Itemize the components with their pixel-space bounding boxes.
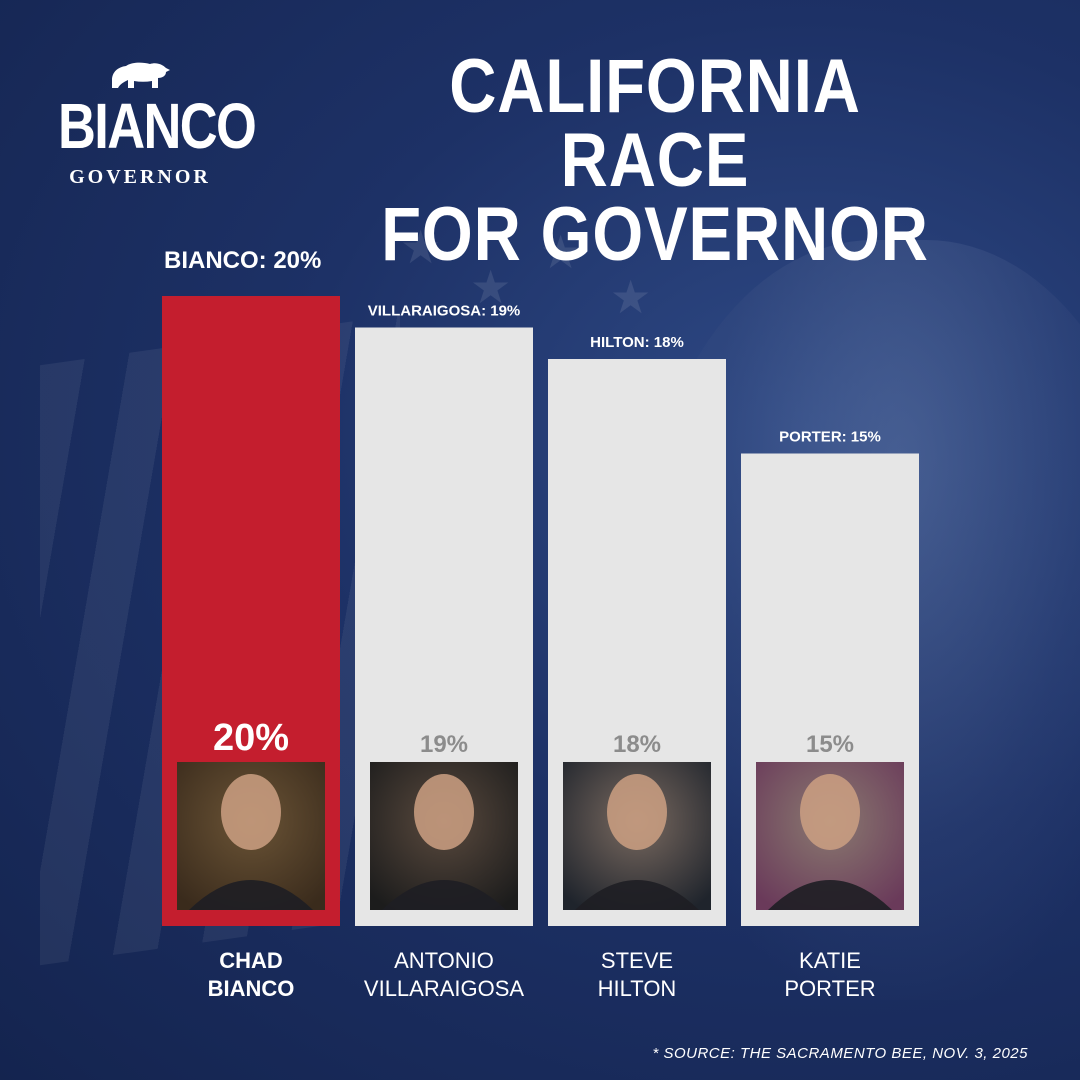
photo-shoulders [768,880,892,910]
bar-value-label: 15% [806,731,854,758]
star-icon: ★ [400,221,442,273]
source-note: * SOURCE: THE SACRAMENTO BEE, NOV. 3, 20… [652,1045,1028,1062]
bar-top-label: BIANCO: 20% [164,247,321,274]
bar-top-label: PORTER: 15% [779,429,881,446]
bar-top-label: VILLARAIGOSA: 19% [368,303,521,320]
star-icon: ★ [540,226,582,278]
bear-icon [112,62,170,88]
headline: CALIFORNIA RACE FOR GOVERNOR [330,44,980,277]
photo-shoulders [189,880,313,910]
photo-face [800,774,860,850]
photo-face [607,774,667,850]
star-icon: ★ [470,261,512,313]
star-icon: ★ [610,271,652,323]
candidate-name: CHAD BIANCO [208,948,295,1001]
candidate-name: ANTONIO VILLARAIGOSA [364,948,525,1001]
photo-shoulders [575,880,699,910]
photo-face [414,774,474,850]
bar-top-label: HILTON: 18% [590,334,684,351]
logo-subtitle: GOVERNOR [69,166,211,188]
candidate-name: KATIE PORTER [784,948,875,1001]
photo-shoulders [382,880,506,910]
headline-line-1: CALIFORNIA RACE [449,44,861,203]
photo-face [221,774,281,850]
headline-line-2: FOR GOVERNOR [381,192,929,277]
bar-value-label: 18% [613,731,661,758]
bar-value-label: 19% [420,731,468,758]
bar-value-label: 20% [213,717,289,759]
candidate-name: STEVE HILTON [598,948,677,1001]
campaign-logo: BIANCO GOVERNOR [40,58,257,189]
